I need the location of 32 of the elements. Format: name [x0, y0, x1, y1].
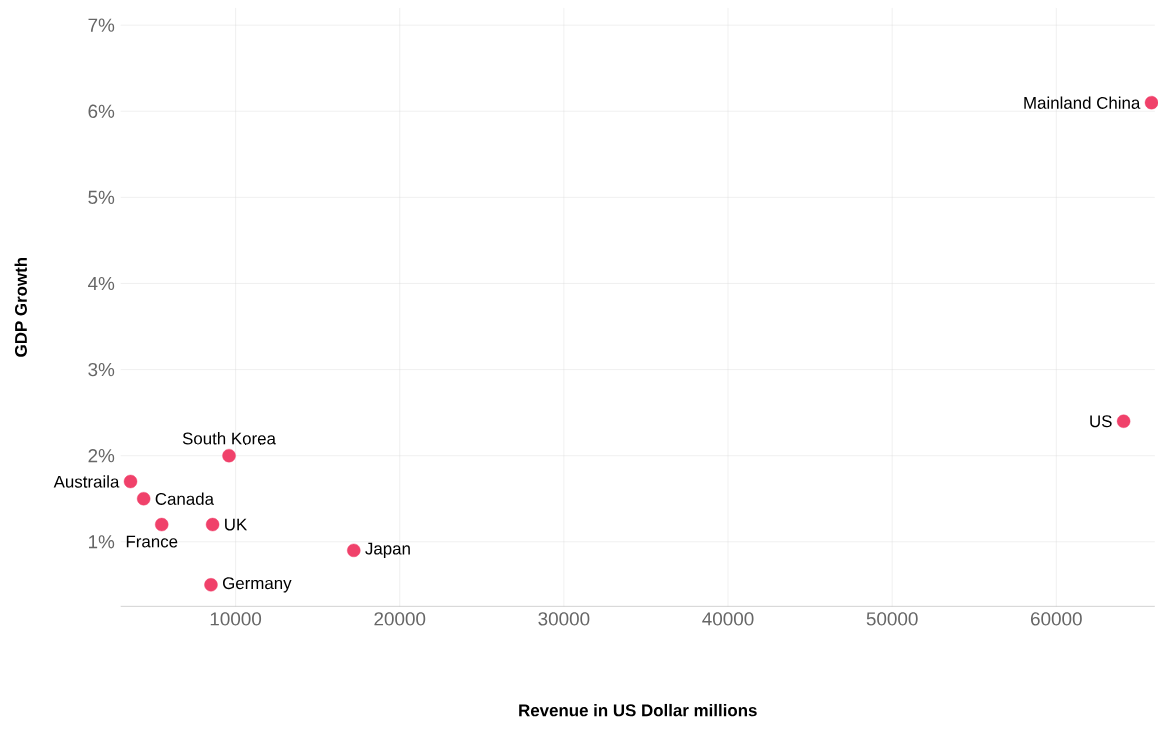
annotation: Austraila [53, 475, 120, 488]
annotation: Canada [155, 492, 214, 505]
point [136, 492, 151, 506]
x-axis-title: Revenue in US Dollar millions [519, 703, 757, 717]
y-tick-label: 2% [88, 449, 115, 463]
y-tick-label: 5% [88, 190, 115, 205]
annotation: US [1090, 415, 1112, 428]
annotation: Mainland China [1024, 96, 1141, 109]
x-tick-label: 60000 [1031, 612, 1082, 626]
point [222, 448, 236, 463]
y-tick-label: 1% [89, 535, 115, 549]
y-tick-label: 3% [88, 362, 115, 377]
annotation: Japan [365, 542, 410, 558]
point [155, 517, 169, 532]
point [204, 578, 218, 592]
y-axis-title: GDP Growth [14, 258, 27, 357]
annotation: South Korea [182, 432, 276, 445]
y-tick-label: 7% [88, 18, 115, 32]
x-tick-label: 30000 [538, 612, 590, 626]
point [1116, 414, 1131, 428]
point [205, 517, 220, 532]
y-tick-label: 4% [88, 276, 115, 291]
x-tick-label: 20000 [374, 612, 426, 626]
annotation: UK [225, 518, 248, 531]
annotation: Germany [222, 577, 292, 593]
x-tick-label: 40000 [702, 612, 754, 626]
annotation: France [126, 535, 178, 548]
point [123, 474, 138, 489]
x-tick-label: 50000 [866, 612, 918, 626]
y-tick-label: 6% [88, 104, 115, 118]
point [347, 543, 361, 558]
x-tick-label: 10000 [210, 612, 262, 626]
